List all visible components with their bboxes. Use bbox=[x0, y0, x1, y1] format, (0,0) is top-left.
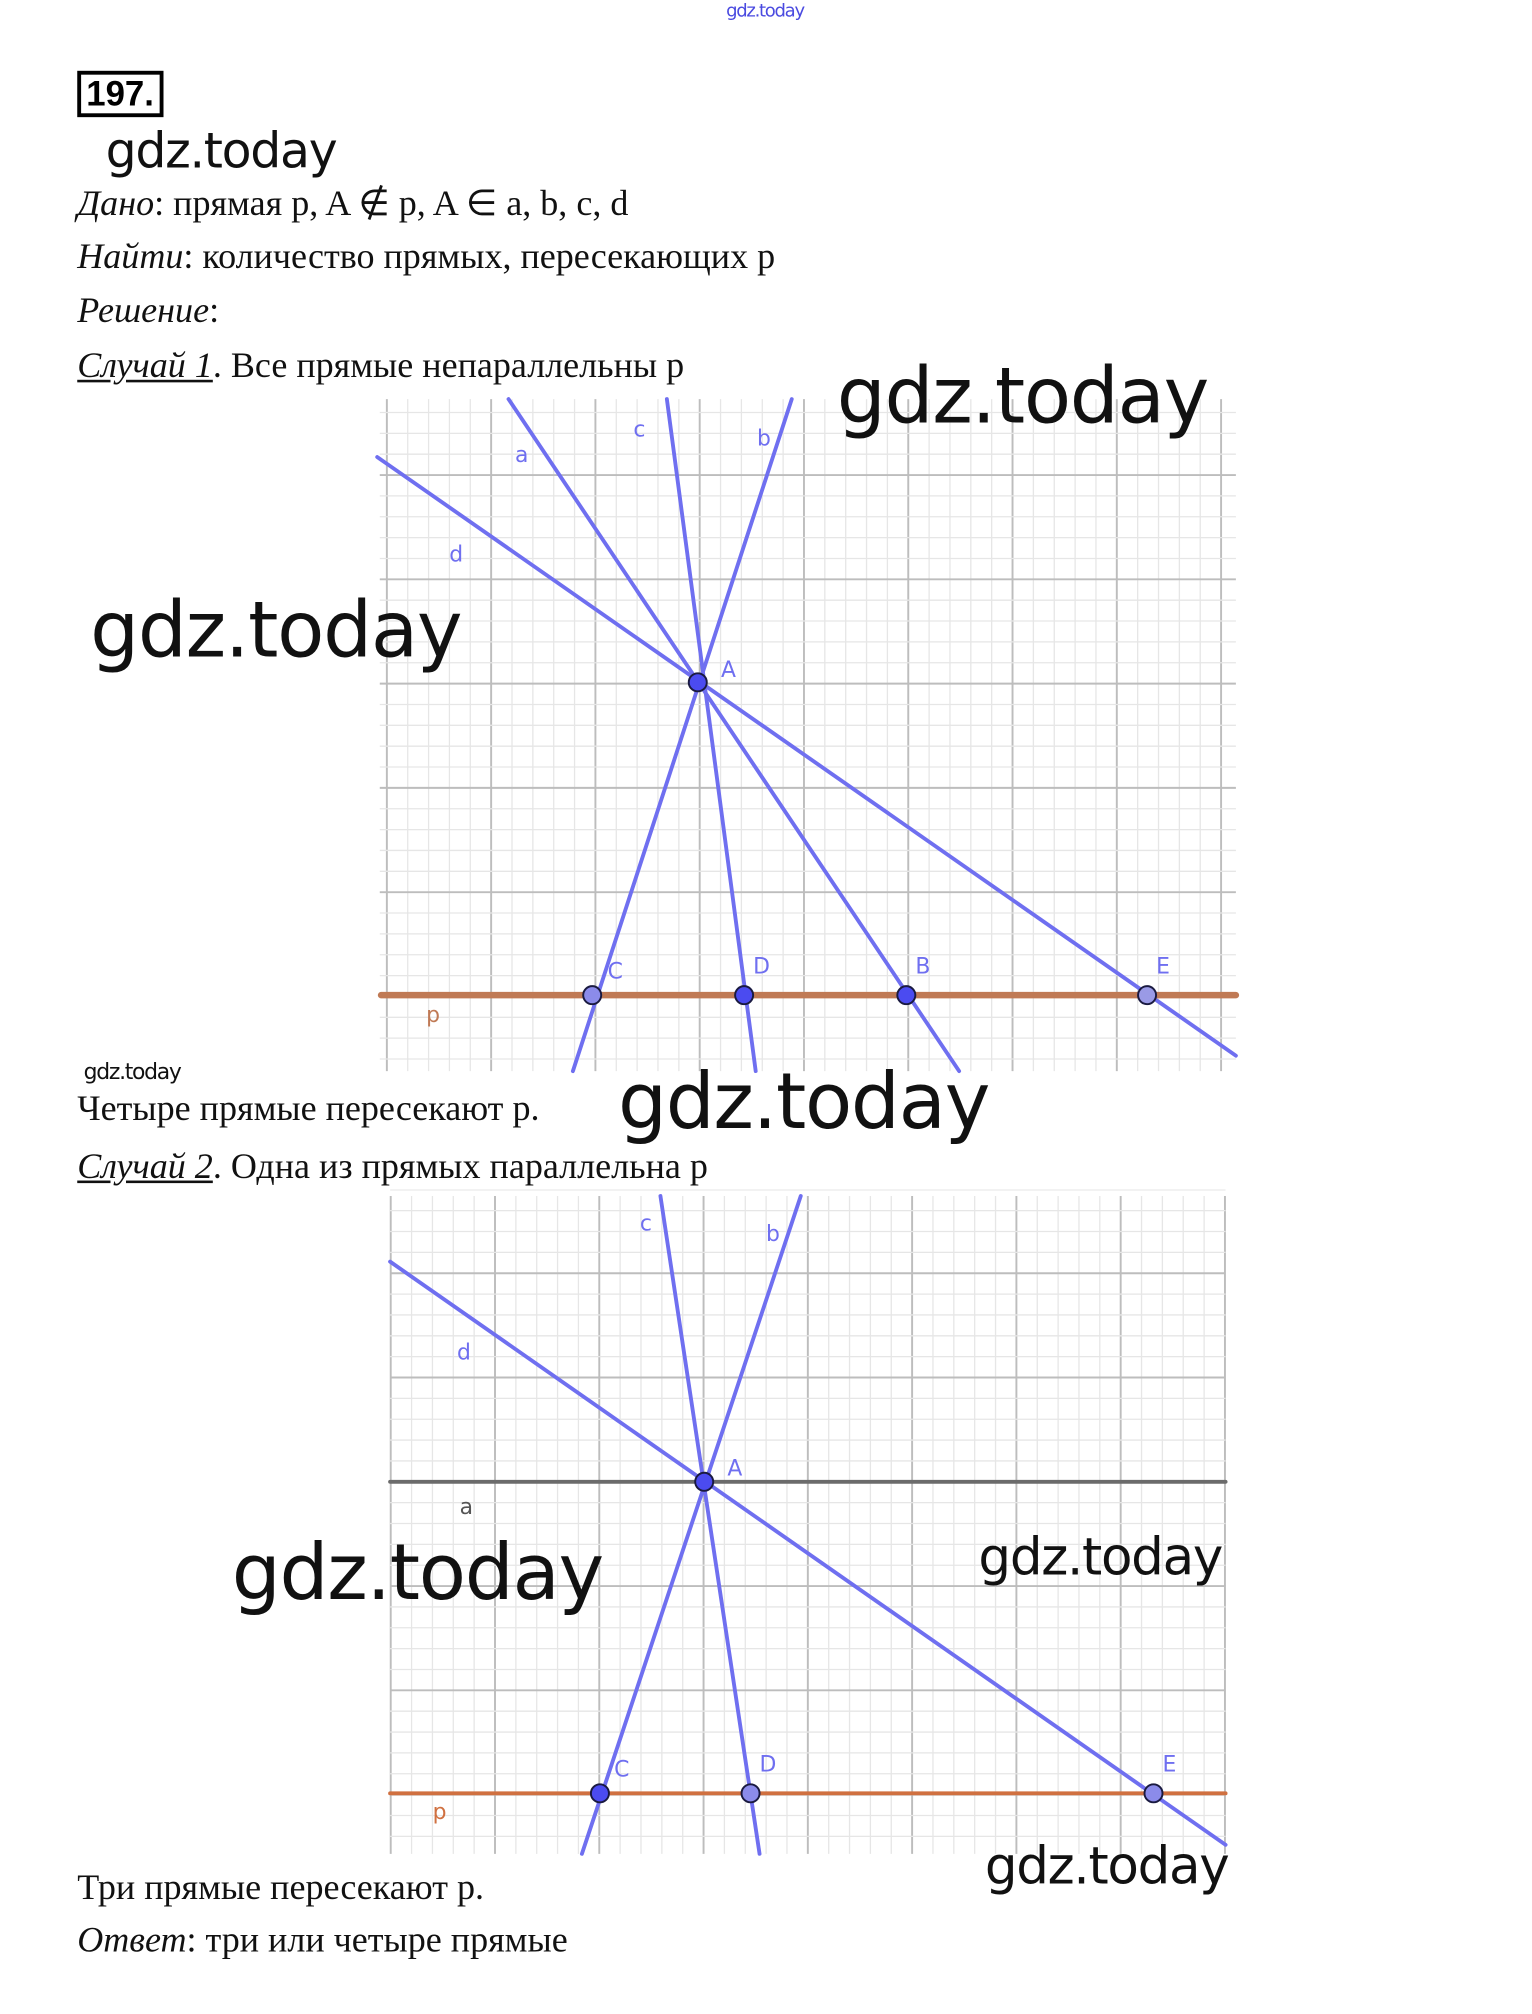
point-E bbox=[1143, 1783, 1164, 1804]
watermark: gdz.today bbox=[90, 585, 462, 676]
label-A: A bbox=[721, 658, 736, 683]
line-d bbox=[375, 455, 1238, 1058]
solution-text: : bbox=[209, 290, 220, 331]
diagram-case1: a c b d A C D B Ep bbox=[375, 397, 1240, 1074]
label-d: d bbox=[449, 542, 463, 567]
line-b bbox=[579, 1194, 803, 1856]
point-E bbox=[1137, 985, 1158, 1006]
answer-line: Ответ: три или четыре прямые bbox=[77, 1923, 567, 1959]
diagram-case2: c b d a A C D Ep bbox=[388, 1189, 1228, 1856]
label-D: D bbox=[753, 954, 770, 979]
line-d bbox=[388, 1259, 1228, 1847]
line-c bbox=[658, 1194, 762, 1856]
label-p: p bbox=[426, 1003, 440, 1028]
watermark: gdz.today bbox=[231, 1528, 604, 1619]
case1-conclusion: Четыре прямые пересекают p. bbox=[77, 1089, 540, 1130]
given-text: : прямая p, A ∉ p, A ∈ a, b, c, d bbox=[154, 184, 629, 225]
point-B bbox=[896, 985, 917, 1006]
given-label: Дано bbox=[77, 184, 155, 225]
case1-line: Случай 1. Все прямые непараллельны p bbox=[77, 346, 685, 387]
watermark-top: gdz.today bbox=[726, 1, 805, 22]
label-E: E bbox=[1163, 1752, 1177, 1777]
case1-text: . Все прямые непараллельны p bbox=[212, 346, 685, 387]
solution-line: Решение: bbox=[77, 290, 220, 331]
diagram-content: a c b d A C D B Ep bbox=[375, 397, 1240, 1074]
watermark: gdz.today bbox=[836, 351, 1209, 442]
grid bbox=[379, 399, 1236, 1072]
case1-label: Случай 1 bbox=[77, 346, 213, 387]
point-A bbox=[687, 672, 708, 693]
diagram-content: c b d a A C D Ep bbox=[388, 1189, 1228, 1856]
point-C bbox=[582, 985, 603, 1006]
label-C: C bbox=[608, 959, 623, 984]
given-line: Дано: прямая p, A ∉ p, A ∈ a, b, c, d bbox=[77, 184, 629, 225]
label-E: E bbox=[1156, 954, 1170, 979]
label-C: C bbox=[614, 1758, 629, 1783]
point-D bbox=[740, 1783, 761, 1804]
label-p: p bbox=[433, 1800, 447, 1825]
label-c: c bbox=[640, 1212, 652, 1237]
label-D: D bbox=[760, 1752, 777, 1777]
find-label: Найти bbox=[77, 236, 184, 277]
label-B: B bbox=[915, 954, 930, 979]
point-D bbox=[734, 985, 755, 1006]
find-text: : количество прямых, пересекающих p bbox=[183, 236, 776, 277]
watermark: gdz.today bbox=[83, 1059, 182, 1086]
point-C bbox=[589, 1783, 610, 1804]
label-a: a bbox=[515, 443, 528, 468]
label-a: a bbox=[460, 1495, 473, 1520]
watermark: gdz.today bbox=[978, 1528, 1223, 1588]
answer-label: Ответ bbox=[77, 1920, 187, 1961]
case2-line: Случай 2. Одна из прямых параллельна p bbox=[77, 1147, 708, 1187]
watermark: gdz.today bbox=[617, 1056, 990, 1148]
watermark: gdz.today bbox=[105, 122, 338, 179]
line-c bbox=[664, 397, 758, 1074]
case2-label: Случай 2 bbox=[77, 1147, 213, 1187]
label-A: A bbox=[727, 1456, 742, 1481]
case2-conclusion: Три прямые пересекают p. bbox=[77, 1868, 485, 1908]
label-b: b bbox=[766, 1222, 780, 1247]
label-d: d bbox=[457, 1340, 471, 1365]
grid bbox=[389, 1189, 1226, 1854]
watermark: gdz.today bbox=[984, 1837, 1230, 1897]
problem-number: 197. bbox=[77, 70, 163, 118]
line-a bbox=[506, 397, 962, 1074]
solution-label: Решение bbox=[77, 290, 210, 331]
label-b: b bbox=[757, 426, 771, 451]
label-c: c bbox=[633, 417, 645, 442]
find-line: Найти: количество прямых, пересекающих p bbox=[77, 239, 775, 275]
line-b bbox=[570, 397, 794, 1074]
answer-text: : три или четыре прямые bbox=[186, 1920, 568, 1961]
point-A bbox=[694, 1471, 715, 1492]
case2-text: . Одна из прямых параллельна p bbox=[212, 1147, 708, 1187]
